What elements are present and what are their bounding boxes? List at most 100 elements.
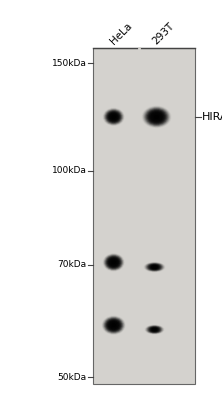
Ellipse shape [152,328,157,331]
Ellipse shape [107,320,120,330]
Text: HeLa: HeLa [109,21,134,47]
Ellipse shape [107,320,121,331]
Ellipse shape [107,111,121,123]
Ellipse shape [145,108,168,126]
Ellipse shape [112,324,116,327]
Ellipse shape [104,255,123,270]
Text: 150kDa: 150kDa [52,59,87,68]
Ellipse shape [145,108,168,125]
Ellipse shape [106,256,121,269]
Ellipse shape [150,265,159,269]
Ellipse shape [113,116,114,117]
Ellipse shape [112,116,115,118]
Ellipse shape [111,115,116,119]
Ellipse shape [147,326,162,333]
Ellipse shape [148,326,161,333]
Ellipse shape [104,318,123,333]
Ellipse shape [108,258,119,267]
Ellipse shape [113,116,114,118]
Ellipse shape [150,327,159,332]
Ellipse shape [107,320,120,330]
Ellipse shape [112,261,115,264]
Ellipse shape [109,322,118,329]
Ellipse shape [108,112,119,122]
Ellipse shape [108,112,120,122]
Ellipse shape [103,317,124,333]
Text: HIRA: HIRA [202,112,222,122]
Ellipse shape [153,114,161,120]
Ellipse shape [147,110,166,124]
Ellipse shape [148,110,165,123]
Ellipse shape [105,255,123,270]
Text: 100kDa: 100kDa [52,166,87,175]
Ellipse shape [111,323,116,327]
Ellipse shape [106,319,121,331]
Text: 70kDa: 70kDa [57,260,87,269]
Ellipse shape [113,262,114,263]
Ellipse shape [105,256,122,269]
Ellipse shape [110,322,118,328]
Ellipse shape [144,107,169,126]
Ellipse shape [146,263,163,271]
Ellipse shape [152,114,161,120]
Ellipse shape [113,262,114,263]
Ellipse shape [153,266,156,268]
Ellipse shape [155,116,158,118]
Ellipse shape [107,112,120,122]
Ellipse shape [107,257,120,268]
Ellipse shape [149,327,160,332]
Ellipse shape [111,260,116,264]
Ellipse shape [109,113,119,121]
Text: 293T: 293T [151,21,176,47]
Ellipse shape [150,265,159,269]
Ellipse shape [104,318,123,333]
Ellipse shape [152,266,157,268]
Ellipse shape [153,114,160,120]
Ellipse shape [108,258,119,267]
Ellipse shape [153,329,157,330]
Ellipse shape [113,116,115,118]
Ellipse shape [147,264,162,270]
Ellipse shape [107,257,120,268]
Ellipse shape [110,260,117,265]
Ellipse shape [154,267,155,268]
Ellipse shape [111,323,117,328]
Ellipse shape [155,115,159,118]
Ellipse shape [153,266,156,268]
Ellipse shape [109,259,118,266]
Ellipse shape [113,324,115,326]
Ellipse shape [108,258,120,267]
Text: 50kDa: 50kDa [57,373,87,382]
Ellipse shape [149,264,161,270]
Ellipse shape [151,112,163,122]
Ellipse shape [108,321,119,330]
Ellipse shape [106,110,121,123]
Ellipse shape [154,329,155,330]
Ellipse shape [112,261,115,264]
Ellipse shape [110,114,117,120]
Ellipse shape [153,329,156,330]
Ellipse shape [146,109,167,124]
Ellipse shape [152,266,157,268]
Ellipse shape [106,256,121,268]
Ellipse shape [151,265,158,269]
Ellipse shape [156,116,158,118]
Ellipse shape [156,116,157,117]
Ellipse shape [112,324,115,326]
Ellipse shape [150,328,159,332]
Ellipse shape [153,329,156,330]
Ellipse shape [148,111,165,123]
Ellipse shape [108,321,119,330]
Ellipse shape [105,110,122,124]
Ellipse shape [153,114,160,119]
Ellipse shape [110,259,117,266]
Ellipse shape [151,266,158,268]
Ellipse shape [109,259,118,266]
Ellipse shape [105,318,122,332]
Ellipse shape [149,265,160,270]
Ellipse shape [152,266,157,268]
Ellipse shape [153,266,156,268]
Ellipse shape [147,326,162,333]
Ellipse shape [150,265,159,269]
Ellipse shape [110,323,117,328]
